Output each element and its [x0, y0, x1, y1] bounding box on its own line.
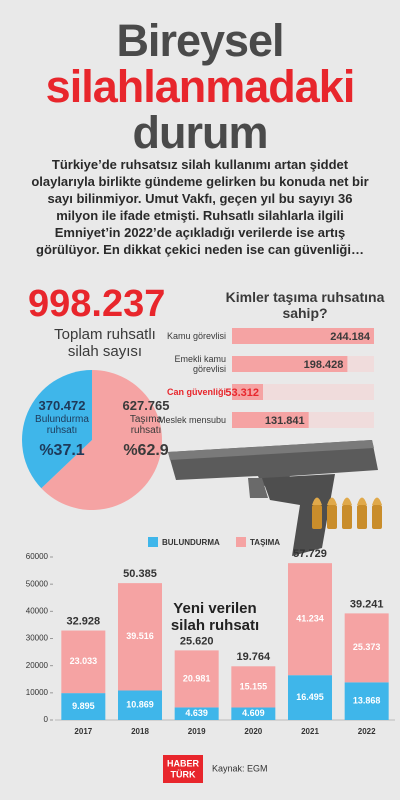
total-label: 19.764 — [237, 651, 272, 663]
bar — [232, 328, 374, 344]
x-tick-label: 2022 — [358, 727, 376, 736]
bullets — [312, 497, 382, 529]
segment-label: 20.981 — [183, 673, 211, 683]
legend-label: BULUNDURMA — [162, 538, 220, 547]
legend-swatch — [148, 537, 158, 547]
segment-label: 39.516 — [126, 631, 154, 641]
segment-label: 23.033 — [70, 656, 98, 666]
segment-label: 10.869 — [126, 700, 154, 710]
segment-label: 15.155 — [240, 681, 268, 691]
legend-label: TAŞIMA — [250, 538, 280, 547]
segment-label: 4.639 — [185, 708, 208, 718]
bar-track — [232, 384, 374, 400]
bar-segment — [344, 613, 389, 683]
total-label: 39.241 — [350, 598, 384, 610]
logo-text: TÜRK — [171, 769, 196, 779]
pie-percent: %37.1 — [39, 442, 85, 459]
hbar-title: Kimler taşıma ruhsatına sahip? — [225, 289, 385, 321]
pie-slice — [41, 370, 162, 510]
bar-segment — [174, 707, 219, 720]
total-label: 25.620 — [180, 635, 214, 647]
bar-category: Can güvenliği — [166, 387, 226, 397]
pie-percent: %62.9 — [123, 442, 169, 459]
y-tick-label: 40000 — [26, 606, 49, 615]
bar-category: Emekli kamu görevlisi — [174, 354, 226, 374]
y-tick-label: 50000 — [26, 579, 49, 588]
y-tick-label: 20000 — [26, 661, 49, 670]
y-tick-label: 30000 — [26, 634, 49, 643]
bar-segment — [288, 563, 332, 676]
title-line: durum — [132, 107, 269, 158]
logo-text: HABER — [167, 758, 200, 768]
x-tick-label: 2021 — [301, 727, 319, 736]
bar-segment — [61, 693, 106, 720]
bar — [232, 384, 264, 400]
segment-label: 9.895 — [72, 701, 95, 711]
bar-category: Kamu görevlisi — [166, 331, 226, 341]
bar-value: 244.184 — [330, 331, 371, 343]
y-tick-label: 0 — [44, 715, 49, 724]
segment-label: 25.373 — [353, 642, 381, 652]
bar-value: 131.841 — [265, 415, 305, 427]
x-tick-label: 2018 — [131, 727, 149, 736]
total-label: 50.385 — [123, 568, 157, 580]
source: Kaynak: EGM — [212, 763, 268, 773]
total: 998.237 — [28, 283, 166, 325]
pie-slice — [21, 370, 92, 489]
bar-title: Yeni verilen silah ruhsatı — [170, 600, 260, 634]
title-line: Bireysel — [116, 15, 284, 66]
x-tick-label: 2019 — [188, 727, 206, 736]
bar-value: 53.312 — [225, 387, 259, 399]
segment-label: 4.609 — [242, 708, 265, 718]
bar-segment — [288, 675, 332, 720]
pistol — [168, 440, 378, 556]
bar-segment — [231, 707, 276, 720]
total-label: 57.729 — [293, 548, 327, 560]
title-line: silahlanmadaki — [45, 61, 356, 112]
bar-value: 198.428 — [304, 359, 344, 371]
bar-segment — [174, 650, 219, 708]
segment-label: 41.234 — [296, 614, 324, 624]
bar-segment — [61, 630, 106, 694]
total-label: 32.928 — [67, 615, 101, 627]
legend-swatch — [236, 537, 246, 547]
bar — [232, 412, 309, 428]
bar-segment — [231, 666, 276, 708]
y-tick-label: 60000 — [26, 552, 49, 561]
y-tick-label: 10000 — [26, 688, 49, 697]
intro: Türkiye’de ruhsatsız silah kullanımı art… — [31, 157, 369, 257]
pie-value: 370.472 — [38, 398, 86, 413]
x-tick-label: 2020 — [244, 727, 262, 736]
bar-category: Meslek mensubu — [157, 415, 226, 425]
pie-value: 627.765 — [122, 398, 170, 413]
pie-category: Bulundurma ruhsatı — [35, 414, 89, 436]
bar-segment — [118, 583, 162, 691]
x-tick-label: 2017 — [74, 727, 92, 736]
bar-segment — [344, 682, 389, 720]
logo-box — [163, 755, 203, 783]
pie-title: Toplam ruhsatlı silah sayısı — [54, 326, 156, 360]
segment-label: 16.495 — [296, 692, 324, 702]
segment-label: 13.868 — [353, 696, 381, 706]
pie-category: Taşıma ruhsatı — [129, 414, 163, 436]
bar-segment — [118, 690, 162, 720]
bar — [232, 356, 348, 372]
